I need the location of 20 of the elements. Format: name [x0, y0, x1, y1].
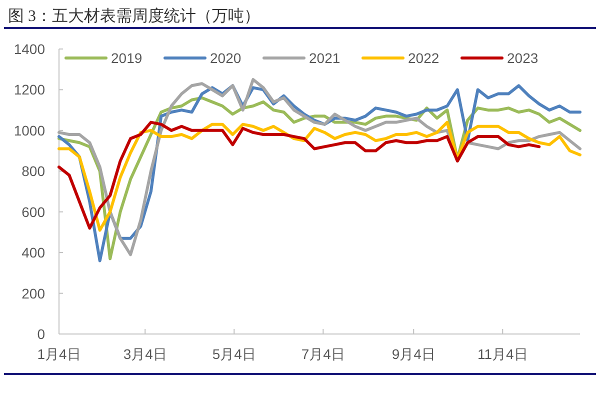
legend-label: 2019: [111, 50, 142, 66]
x-tick-label: 11月4日: [477, 346, 528, 362]
legend-label: 2021: [309, 50, 340, 66]
x-tick-label: 7月4日: [301, 346, 345, 362]
y-tick-label: 600: [22, 204, 46, 220]
x-tick-label: 5月4日: [212, 346, 256, 362]
y-tick-label: 400: [22, 244, 46, 261]
y-tick-label: 800: [22, 163, 46, 180]
chart-title: 图 3：五大材表需周度统计（万吨）: [8, 7, 260, 25]
y-tick-label: 0: [37, 326, 46, 342]
x-tick-label: 9月4日: [392, 346, 436, 362]
y-tick-label: 1000: [14, 122, 46, 138]
y-tick-label: 200: [22, 285, 46, 302]
legend-label: 2022: [408, 50, 440, 66]
x-tick-label: 3月4日: [123, 346, 167, 362]
legend-label: 2020: [210, 50, 242, 66]
x-tick-label: 1月4日: [37, 346, 81, 362]
y-tick-label: 1400: [14, 41, 46, 57]
y-tick-label: 1200: [14, 82, 46, 98]
legend-label: 2023: [507, 50, 538, 66]
